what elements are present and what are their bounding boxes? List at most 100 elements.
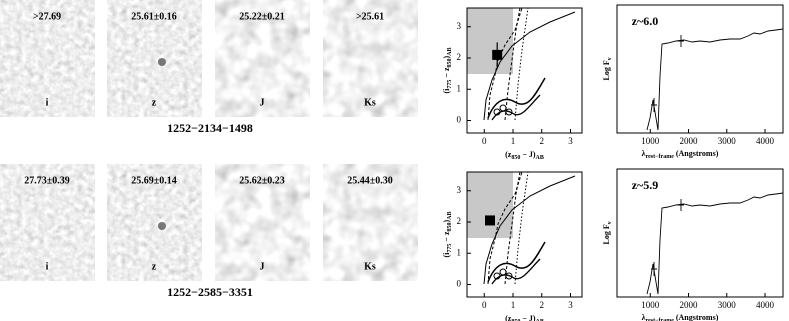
- y-axis-label-part: ): [442, 220, 451, 223]
- sed-curve: [646, 28, 784, 131]
- redshift: z~5.9: [632, 178, 659, 192]
- object-id: 1252−2585−3351: [167, 285, 253, 299]
- x-tick-label: 1: [511, 300, 516, 310]
- band: Ks: [364, 97, 376, 108]
- magnitude: 27.73±0.39: [24, 175, 70, 186]
- band: i: [46, 97, 49, 108]
- x-axis-label-part: rest−frame: [646, 154, 675, 160]
- y-axis-label-part: 775: [447, 80, 453, 89]
- x-tick-label: 2: [540, 136, 545, 146]
- object-id: 1252−2134−1498: [167, 121, 253, 135]
- y-axis-label-part: 850: [447, 223, 453, 232]
- band: J: [260, 261, 265, 272]
- x-axis-label-part: 850: [511, 155, 520, 161]
- postage-stamp: [0, 0, 95, 117]
- y-axis-label-part: AB: [447, 47, 453, 55]
- x-tick-label: 1000: [641, 136, 660, 146]
- postage-stamp: [323, 164, 418, 281]
- band: z: [152, 261, 157, 272]
- y-tick-label: 2: [457, 52, 462, 62]
- band: J: [260, 97, 265, 108]
- x-tick-label: 3000: [718, 300, 737, 310]
- x-axis-label-part: − J): [520, 314, 536, 321]
- x-tick-label: 3: [568, 136, 573, 146]
- x-axis-label-part: rest−frame: [646, 318, 675, 321]
- y-axis-label: Log Fν: [602, 221, 614, 244]
- magnitude: 25.44±0.30: [347, 175, 393, 186]
- y-tick-label: 0: [457, 279, 462, 289]
- band: i: [46, 261, 49, 272]
- magnitude: 25.61±0.16: [131, 11, 177, 22]
- galaxy-point: [492, 49, 503, 60]
- x-axis-label: λrest−frame (Angstroms): [642, 313, 719, 321]
- magnitude: 25.62±0.23: [239, 175, 285, 186]
- y-axis-label-part: ν: [607, 221, 613, 225]
- y-tick-label: 2: [457, 216, 462, 226]
- y-tick-label: 1: [457, 83, 462, 93]
- galaxy-point: [485, 215, 495, 226]
- color-frame: [466, 7, 583, 134]
- postage-stamp: [215, 0, 310, 117]
- x-axis-label-part: (z: [505, 150, 512, 159]
- x-tick-label: 4000: [756, 300, 775, 310]
- x-tick-label: 2000: [680, 136, 699, 146]
- y-axis-label-part: AB: [447, 211, 453, 219]
- y-axis-label-part: 850: [447, 59, 453, 68]
- y-axis-label: (i775 − z850)AB: [442, 211, 454, 257]
- y-axis-label-part: ν: [607, 57, 613, 61]
- band: z: [152, 97, 157, 108]
- magnitude: 25.69±0.14: [131, 175, 177, 186]
- x-tick-label: 2: [540, 300, 545, 310]
- y-axis-label-part: (i: [442, 88, 451, 94]
- x-tick-label: 3: [568, 300, 573, 310]
- postage-stamp: [107, 0, 202, 117]
- x-axis-label-part: (Angstroms): [674, 149, 719, 158]
- band: Ks: [364, 261, 376, 272]
- postage-stamp: [0, 164, 95, 281]
- x-axis-label-part: 850: [511, 319, 520, 321]
- y-axis-label: (i775 − z850)AB: [442, 47, 454, 93]
- x-tick-label: 3000: [718, 136, 737, 146]
- x-tick-label: 1000: [641, 300, 660, 310]
- y-axis-label-part: 775: [447, 244, 453, 253]
- color-tracks: [466, 171, 576, 285]
- color-frame: [466, 171, 583, 298]
- x-axis-label-part: λ: [642, 313, 646, 321]
- y-axis-label-part: ): [442, 56, 451, 59]
- x-tick-label: 0: [482, 136, 487, 146]
- y-axis-label: Log Fν: [602, 57, 614, 80]
- postage-stamp: [215, 164, 310, 281]
- x-tick-label: 0: [482, 300, 487, 310]
- redshift: z~6.0: [632, 14, 659, 28]
- y-tick-label: 3: [457, 185, 462, 195]
- x-axis-label: λrest−frame (Angstroms): [642, 149, 719, 161]
- x-axis-label-part: (z: [505, 314, 512, 321]
- y-axis-label-part: − z: [442, 231, 451, 244]
- x-axis-label: (z850 − J)AB: [505, 150, 544, 162]
- x-axis-label-part: − J): [520, 150, 536, 159]
- y-tick-label: 0: [457, 115, 462, 125]
- x-tick-label: 1: [511, 136, 516, 146]
- object-row: 27.73±0.39 i 25.69±0.14 z 25.62±0.23 J 25.44±0…: [0, 164, 784, 321]
- x-tick-label: 4000: [756, 136, 775, 146]
- object-row: >27.69 i 25.61±0.16 z 25.22±0.21 J >25.61 Ks 125…: [0, 0, 784, 162]
- magnitude: >27.69: [33, 11, 61, 22]
- source-blob: [158, 58, 166, 66]
- magnitude: 25.22±0.21: [239, 11, 285, 22]
- y-axis-label-part: Log F: [602, 60, 611, 80]
- y-axis-label-part: − z: [442, 67, 451, 80]
- y-tick-label: 1: [457, 247, 462, 257]
- y-axis-label-part: Log F: [602, 224, 611, 244]
- x-axis-label: (z850 − J)AB: [505, 314, 544, 321]
- x-axis-label-part: AB: [536, 155, 544, 161]
- sed-frame: [616, 168, 784, 298]
- postage-stamp: [107, 164, 202, 281]
- y-tick-label: 3: [457, 21, 462, 31]
- postage-stamp: [323, 0, 418, 117]
- y-axis-label-part: (i: [442, 252, 451, 258]
- x-tick-label: 2000: [680, 300, 699, 310]
- x-axis-label-part: (Angstroms): [674, 313, 719, 321]
- magnitude: >25.61: [356, 11, 384, 22]
